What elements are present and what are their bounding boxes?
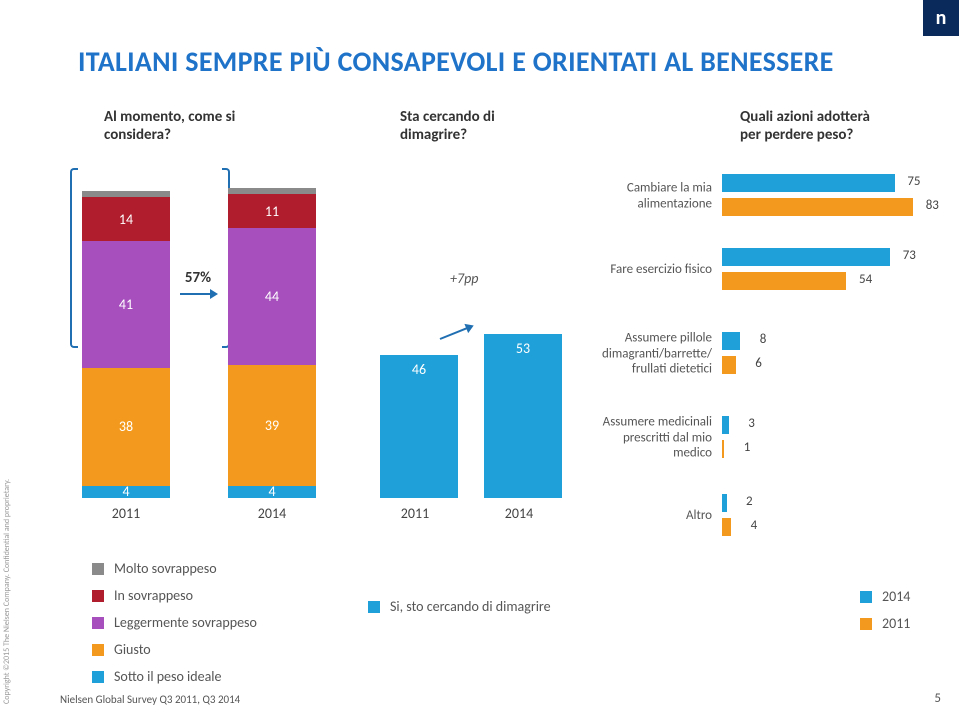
hbar-2011: 1	[722, 440, 724, 458]
hbar-value: 2	[746, 494, 753, 509]
stacked-bar-2014: 1144394	[228, 188, 316, 498]
hbar-row: Altro24	[580, 486, 940, 546]
legend-label: Molto sovrappeso	[114, 560, 217, 577]
seg-legger: 44	[228, 228, 316, 364]
seg-in: 11	[228, 194, 316, 228]
hbar-value: 8	[760, 332, 767, 347]
hbar-value: 75	[907, 174, 920, 189]
hbar-value: 73	[903, 248, 916, 263]
hbar-2014: 8	[722, 332, 740, 350]
hbar-value: 1	[744, 440, 751, 455]
hbar-2011: 54	[722, 272, 846, 290]
hbar-2011: 83	[722, 198, 913, 216]
hbar-label: Altro	[580, 508, 718, 524]
bracket-value: 57%	[185, 269, 211, 287]
hbar-2014: 73	[722, 248, 890, 266]
hbar-label: Assumere medicinaliprescritti dal miomed…	[580, 415, 718, 462]
swatch	[92, 563, 104, 575]
axis-label-2014: 2014	[228, 505, 316, 522]
hbar-value: 83	[926, 198, 939, 213]
legend-label: Leggermente sovrappeso	[114, 614, 257, 631]
hbar-2011: 4	[722, 518, 731, 536]
source-text: Nielsen Global Survey Q3 2011, Q3 2014	[60, 693, 240, 706]
seg-sotto: 4	[82, 486, 170, 498]
swatch	[92, 590, 104, 602]
seg-legger: 41	[82, 241, 170, 368]
legend-item: In sovrappeso	[92, 587, 257, 604]
chart-bar-dieting: +7pp 46 53 2011 2014	[374, 164, 574, 524]
axis-label-b-2014: 2014	[480, 505, 558, 522]
stacked-bar-2011: 1441384	[82, 191, 170, 498]
hbar-row: Fare esercizio fisico7354	[580, 240, 940, 300]
legend-label: 2011	[882, 615, 910, 632]
seg-giusto: 38	[82, 368, 170, 486]
seg-sotto: 4	[228, 486, 316, 498]
legend-item: 2014	[860, 588, 910, 605]
hbar-value: 54	[859, 272, 872, 287]
legend-item: Leggermente sovrappeso	[92, 614, 257, 631]
seg-in: 14	[82, 197, 170, 240]
axis-label-2011: 2011	[82, 505, 170, 522]
legend-item: Sotto il peso ideale	[92, 668, 257, 685]
hbar-label: Fare esercizio fisico	[580, 262, 718, 278]
hbar-2011: 6	[722, 356, 736, 374]
bar-2011: 46	[380, 355, 458, 498]
hbar-row: Assumere pilloledimagranti/barrette/frul…	[580, 324, 940, 384]
hbar-label: Assumere pilloledimagranti/barrette/frul…	[580, 331, 718, 378]
swatch	[92, 671, 104, 683]
hbar-value: 3	[748, 416, 755, 431]
hbar-value: 4	[751, 518, 758, 533]
bar-2014: 53	[484, 334, 562, 498]
legend-item: 2011	[860, 615, 910, 632]
bracket-note: 57%	[178, 269, 218, 289]
swatch	[92, 644, 104, 656]
page-title: ITALIANI SEMPRE PIÙ CONSAPEVOLI E ORIENT…	[78, 44, 834, 79]
legend-label: Giusto	[114, 641, 151, 658]
page-number: 5	[934, 691, 941, 706]
arrow-upward	[438, 318, 478, 348]
legend-years: 2014 2011	[860, 588, 910, 642]
col-header-b: Sta cercando didimagrire?	[400, 108, 560, 144]
hbar-2014: 2	[722, 494, 727, 512]
legend-weight: Molto sovrappeso In sovrappeso Leggermente…	[92, 560, 257, 695]
swatch-dieting	[368, 601, 380, 613]
col-header-c: Quali azioni adotteràper perdere peso?	[740, 108, 940, 144]
legend-label: 2014	[882, 588, 910, 605]
legend-item: Giusto	[92, 641, 257, 658]
hbar-value: 6	[755, 356, 762, 371]
swatch	[860, 591, 872, 603]
seg-giusto: 39	[228, 365, 316, 486]
chart-stacked-weight: 57% 1441384 1144394 2011 2014	[78, 164, 318, 524]
col-header-a: Al momento, come siconsidera?	[104, 108, 304, 144]
bracket-left	[70, 168, 78, 348]
legend-item: Molto sovrappeso	[92, 560, 257, 577]
legend-label: Sotto il peso ideale	[114, 668, 221, 685]
hbar-row: Assumere medicinaliprescritti dal miomed…	[580, 408, 940, 468]
legend-dieting: Si, sto cercando di dimagrire	[368, 598, 551, 625]
swatch	[92, 617, 104, 629]
legend-dieting-label: Si, sto cercando di dimagrire	[390, 598, 551, 615]
note-7pp: +7pp	[450, 270, 478, 287]
axis-label-b-2011: 2011	[376, 505, 454, 522]
hbar-label: Cambiare la miaalimentazione	[580, 180, 718, 211]
legend-label: In sovrappeso	[114, 587, 193, 604]
brand-logo: n	[923, 0, 959, 36]
chart-hbar-actions: Cambiare la miaalimentazione7583Fare ese…	[580, 156, 940, 576]
swatch	[860, 618, 872, 630]
copyright-text: Copyright ©2015 The Nielsen Company. Con…	[2, 479, 12, 704]
hbar-2014: 3	[722, 416, 729, 434]
hbar-row: Cambiare la miaalimentazione7583	[580, 166, 940, 226]
hbar-2014: 75	[722, 174, 895, 192]
